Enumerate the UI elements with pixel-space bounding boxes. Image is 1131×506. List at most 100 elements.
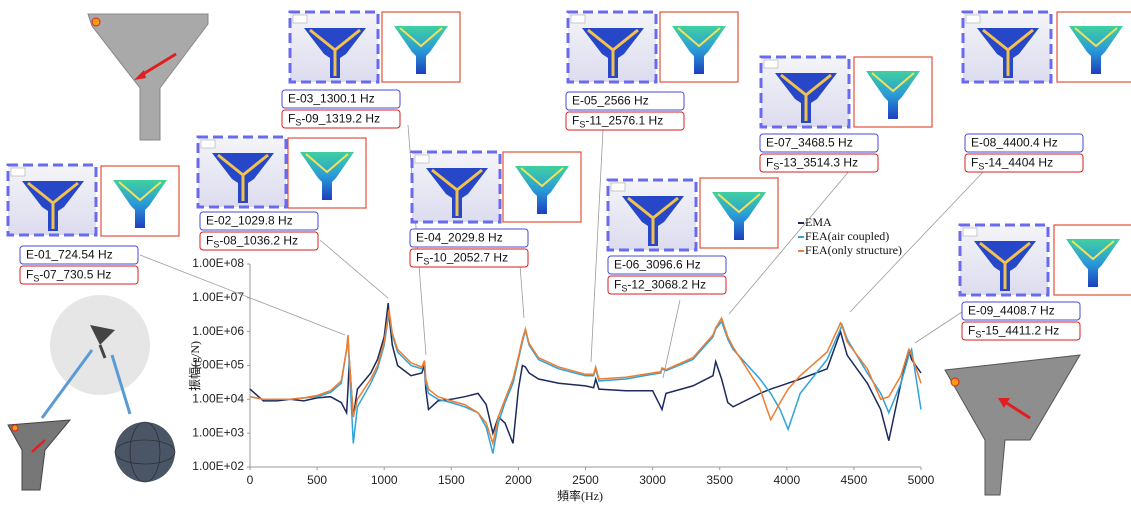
mode-annotation: E-07_3468.5 Hz FS-13_3514.3 Hz — [728, 55, 933, 315]
ema-mode-shape — [606, 178, 698, 252]
x-tick-label: 4500 — [841, 473, 868, 487]
fea-rest: -10_2052.7 Hz — [429, 251, 508, 265]
x-tick-label: 2000 — [505, 473, 532, 487]
ema-mode-shape — [6, 163, 98, 237]
x-tick-label: 0 — [247, 473, 254, 487]
fea-label: FS-12_3068.2 Hz — [614, 278, 706, 294]
ema-mode-shape — [196, 135, 288, 209]
mode-annotation: E-03_1300.1 Hz FS-09_1319.2 Hz — [281, 10, 461, 356]
ema-label-box — [199, 211, 319, 231]
x-tick-label: 4000 — [773, 473, 800, 487]
annotation-arrow — [849, 169, 986, 313]
mesh-model — [944, 354, 1081, 496]
ema-label-box — [607, 255, 727, 275]
ema-label: E-05_2566 Hz — [572, 94, 649, 108]
fea-subscript: S — [773, 162, 779, 172]
ema-thumb-border — [196, 135, 288, 209]
x-tick-label: 1000 — [371, 473, 398, 487]
fea-label-box — [759, 153, 879, 173]
fea-rest: -08_1036.2 Hz — [219, 234, 298, 248]
fea-rest: -13_3514.3 Hz — [779, 156, 858, 170]
annotation-arrow — [139, 254, 346, 336]
fea-label-box — [281, 109, 401, 129]
fea-label: FS-15_4411.2 Hz — [968, 324, 1059, 340]
fea-letter: F — [416, 251, 423, 265]
x-axis-label: 頻率(Hz) — [557, 488, 603, 503]
fea-letter: F — [572, 114, 579, 128]
fea-rest: -12_3068.2 Hz — [627, 278, 706, 292]
fea-rest: -14_4404 Hz — [984, 156, 1053, 170]
y-tick-label: 1.00E+04 — [192, 392, 244, 406]
plot-area: 頻率(Hz) 振幅(g/N) — [187, 341, 603, 503]
ema-label-box — [281, 89, 401, 109]
ema-label-box — [964, 133, 1084, 153]
ema-label: E-09_4408.7 Hz — [968, 304, 1055, 318]
x-tick-label: 3500 — [706, 473, 733, 487]
ema-thumb-border — [288, 10, 380, 84]
fea-label: FS-14_4404 Hz — [971, 156, 1053, 172]
annotation-arrow — [319, 239, 389, 299]
fea-subscript: S — [33, 274, 39, 284]
fea-subscript: S — [423, 257, 429, 267]
fea-label: FS-13_3514.3 Hz — [766, 156, 858, 172]
ema-thumb-border — [961, 10, 1053, 84]
ema-label: E-08_4400.4 Hz — [971, 136, 1058, 150]
ema-label: E-01_724.54 Hz — [26, 248, 113, 262]
mode-annotation: E-09_4408.7 Hz FS-15_4411.2 Hz — [914, 223, 1131, 344]
legend-label: FEA(air coupled) — [805, 229, 889, 243]
mode-annotation: E-06_3096.6 Hz FS-12_3068.2 Hz — [606, 177, 779, 379]
ema-mode-shape — [566, 10, 658, 84]
x-tick-label: 500 — [307, 473, 327, 487]
fea-subscript: S — [213, 240, 219, 250]
ema-thumb-border — [566, 10, 658, 84]
fea-rest: -15_4411.2 Hz — [981, 324, 1059, 338]
plate-photo — [87, 13, 209, 141]
fea-label: FS-10_2052.7 Hz — [416, 251, 508, 267]
y-tick-label: 1.00E+05 — [192, 358, 244, 372]
series-line — [249, 309, 922, 447]
ema-label: E-03_1300.1 Hz — [288, 92, 375, 106]
ema-label-box — [409, 228, 529, 248]
ema-label-box — [759, 133, 879, 153]
ema-label-box — [961, 301, 1081, 321]
fea-letter: F — [206, 234, 213, 248]
y-tick-label: 1.00E+03 — [192, 425, 244, 439]
fea-subscript: S — [978, 162, 984, 172]
fea-label-box — [409, 248, 529, 268]
x-tick-label: 3000 — [639, 473, 666, 487]
fea-label-box — [19, 265, 139, 285]
fea-letter: F — [968, 324, 975, 338]
fea-label-box — [565, 111, 685, 131]
ema-label: E-06_3096.6 Hz — [614, 258, 701, 272]
annotation-arrow — [914, 309, 966, 344]
ema-label: E-07_3468.5 Hz — [766, 136, 853, 150]
ema-mode-shape — [288, 10, 380, 84]
fea-subscript: S — [295, 118, 301, 128]
fea-label: FS-09_1319.2 Hz — [288, 112, 380, 128]
ema-label: E-02_1029.8 Hz — [206, 214, 293, 228]
annotation-arrow — [662, 299, 681, 379]
annotation-arrow — [519, 264, 525, 319]
fea-letter: F — [766, 156, 773, 170]
fea-letter: F — [614, 278, 621, 292]
fea-rest: -07_730.5 Hz — [39, 268, 111, 282]
ema-label-box — [565, 91, 685, 111]
fea-subscript: S — [621, 284, 627, 294]
ema-mode-shape — [961, 10, 1053, 84]
ema-mode-shape — [410, 150, 502, 224]
annotation-arrow — [590, 129, 604, 363]
x-tick-label: 5000 — [908, 473, 935, 487]
sphere-diagram — [7, 295, 176, 491]
fea-rest: -11_2576.1 Hz — [585, 114, 663, 128]
fea-label-box — [199, 231, 319, 251]
ema-mode-shape — [958, 223, 1050, 297]
fea-subscript: S — [579, 120, 585, 130]
fea-label: FS-08_1036.2 Hz — [206, 234, 298, 250]
fea-label-box — [964, 153, 1084, 173]
ema-mode-shape — [759, 55, 851, 129]
ema-thumb-border — [958, 223, 1050, 297]
ema-label-box — [19, 245, 139, 265]
fea-label-box — [607, 275, 727, 295]
